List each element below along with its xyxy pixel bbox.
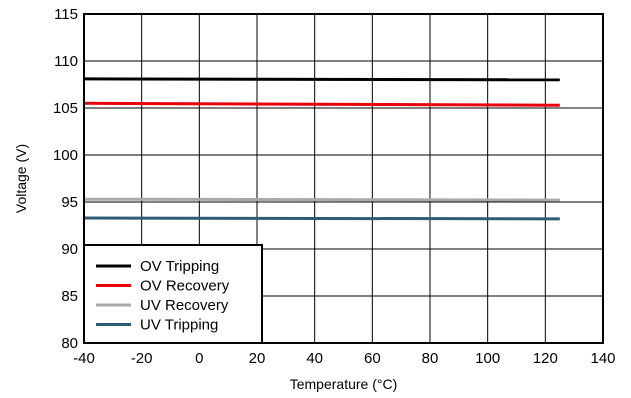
legend-label: OV Recovery [140,278,230,295]
legend-label: OV Tripping [140,258,219,275]
y-tick-label: 90 [61,241,78,258]
y-tick-labels: 80 85 90 95 100 105 110 115 [53,6,78,352]
series-line-uv-tripping [83,216,560,221]
x-tick-label: 40 [306,350,323,367]
x-tick-labels: -40 -20 0 20 40 60 80 100 120 140 [73,350,615,367]
y-tick-label: 95 [61,194,78,211]
x-tick-label: 140 [590,350,615,367]
y-tick-label: 85 [61,288,78,305]
x-tick-label: -20 [131,350,153,367]
x-tick-label: 0 [195,350,203,367]
series-line-uv-recovery [83,197,560,202]
series-line-ov-recovery [83,101,560,107]
x-tick-label: 80 [422,350,439,367]
x-tick-label: -40 [73,350,95,367]
series-lines [83,77,560,221]
x-tick-label: 100 [475,350,500,367]
legend-label: UV Tripping [140,317,218,334]
y-tick-label: 115 [54,6,78,23]
y-tick-label: 110 [54,53,78,70]
plot-frame [83,13,604,344]
series-line-ov-tripping [83,77,560,82]
x-tick-label: 120 [533,350,558,367]
legend-label: UV Recovery [140,297,229,314]
grid [84,14,603,343]
y-tick-label: 80 [61,335,78,352]
x-tick-label: 20 [249,350,266,367]
x-tick-label: 60 [364,350,381,367]
x-axis-title: Temperature (°C) [290,376,398,392]
y-tick-label: 100 [53,147,78,164]
y-axis-title: Voltage (V) [13,144,29,213]
y-tick-label: 105 [53,100,78,117]
legend: OV Tripping OV Recovery UV Recovery UV Trip… [83,244,263,344]
legend-box [83,244,263,344]
